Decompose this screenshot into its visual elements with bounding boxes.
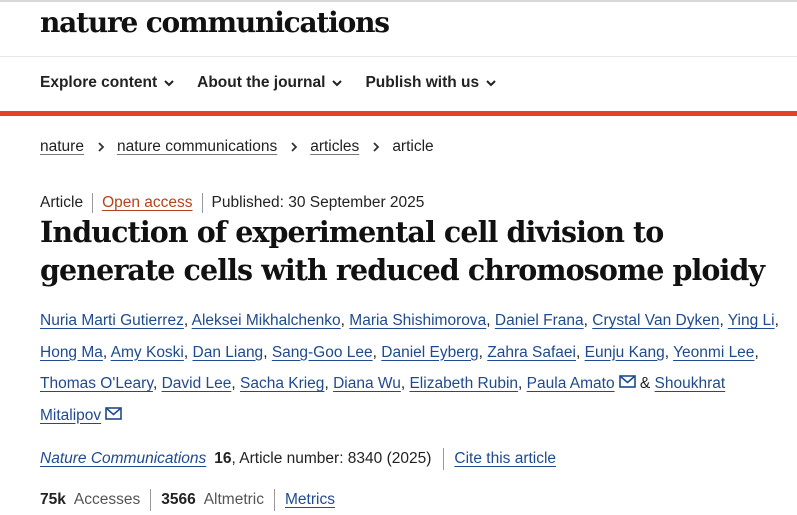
article-title: Induction of experimental cell division … [40, 215, 765, 287]
author-link[interactable]: Shoukhrat Mitalipov [40, 375, 726, 424]
author-link[interactable]: Dan Liang [192, 343, 264, 361]
article-number: , Article number: 8340 (2025) [231, 450, 432, 467]
author-separator: , [183, 343, 193, 361]
envelope-icon[interactable] [618, 375, 636, 388]
article-meta: Article Open access Published: 30 Septem… [40, 193, 424, 213]
author-list: Nuria Marti Gutierrez, Aleksei Mikhalche… [40, 305, 790, 431]
main-nav: Explore content About the journal Publis… [40, 74, 519, 92]
chevron-right-icon [373, 142, 380, 152]
accesses-count: 75k [40, 491, 66, 508]
breadcrumb-articles[interactable]: articles [310, 138, 360, 155]
citation-line: Nature Communications 16 , Article numbe… [40, 448, 556, 470]
author-separator: , [340, 312, 350, 329]
nav-explore-content-label: Explore content [40, 74, 158, 91]
author-separator: , [372, 343, 382, 361]
author-link[interactable]: Thomas O'Leary [40, 375, 153, 392]
stats-divider [150, 489, 152, 511]
chevron-down-icon [486, 80, 496, 87]
author-separator: , [774, 312, 779, 329]
chevron-right-icon [291, 142, 298, 152]
stats-divider [274, 489, 275, 511]
author-link[interactable]: Eunju Kang [584, 343, 665, 361]
author-link[interactable]: Yeonmi Lee [673, 343, 755, 361]
author-link[interactable]: Paula Amato [526, 375, 615, 392]
author-separator: , [583, 312, 593, 329]
journal-name-link[interactable]: Nature Communications [40, 450, 207, 467]
journal-volume: 16 [214, 450, 232, 467]
top-border [0, 0, 797, 2]
cite-this-article-link[interactable]: Cite this article [454, 450, 557, 467]
accent-rule [0, 111, 797, 116]
author-separator: , [263, 343, 272, 361]
author-link[interactable]: Aleksei Mikhalchenko [191, 312, 341, 329]
author-separator: , [478, 343, 488, 361]
author-separator: , [324, 375, 334, 392]
accesses-label: Accesses [73, 491, 141, 508]
author-link[interactable]: Daniel Frana [494, 312, 584, 329]
author-separator: , [754, 343, 759, 361]
meta-divider [92, 193, 94, 213]
author-separator: , [231, 375, 240, 392]
author-link[interactable]: Maria Shishimorova [349, 312, 487, 329]
chevron-down-icon [164, 80, 174, 87]
author-conjunction: & [635, 375, 655, 392]
author-separator: , [183, 312, 192, 329]
author-link[interactable]: Hong Ma [40, 343, 103, 361]
metrics-link[interactable]: Metrics [285, 491, 335, 508]
nav-about-journal-label: About the journal [197, 74, 326, 91]
author-link[interactable]: Crystal Van Dyken [592, 312, 720, 329]
envelope-icon[interactable] [105, 406, 122, 420]
author-link[interactable]: Zahra Safaei [487, 343, 576, 361]
author-separator: , [664, 343, 674, 361]
author-link[interactable]: Daniel Eyberg [381, 343, 479, 361]
published-date: Published: 30 September 2025 [211, 194, 425, 211]
altmetric-score: 3566 [161, 491, 196, 508]
author-link[interactable]: Amy Koski [110, 343, 184, 361]
breadcrumb-nature[interactable]: nature [40, 138, 84, 155]
author-separator: , [400, 375, 410, 392]
nav-publish-with-us-label: Publish with us [365, 74, 480, 91]
nav-publish-with-us[interactable]: Publish with us [365, 74, 497, 92]
author-separator: , [486, 312, 495, 329]
author-link[interactable]: Nuria Marti Gutierrez [40, 312, 184, 329]
header-divider [0, 56, 797, 57]
author-link[interactable]: David Lee [161, 375, 232, 392]
author-separator: , [102, 343, 111, 361]
altmetric-label: Altmetric [203, 491, 264, 508]
author-separator: , [152, 375, 162, 392]
meta-divider [201, 193, 203, 213]
author-separator: , [576, 343, 585, 361]
author-link[interactable]: Elizabeth Rubin [409, 375, 519, 392]
nav-about-journal[interactable]: About the journal [197, 74, 343, 92]
author-link[interactable]: Ying Li [727, 312, 775, 329]
citation-divider [443, 448, 445, 470]
author-separator: , [518, 375, 527, 392]
article-stats: 75k Accesses 3566 Altmetric Metrics [40, 489, 335, 511]
author-link[interactable]: Diana Wu [333, 375, 401, 392]
author-separator: , [719, 312, 728, 329]
open-access-link[interactable]: Open access [102, 194, 193, 211]
author-link[interactable]: Sang-Goo Lee [271, 343, 373, 361]
breadcrumb-current: article [392, 138, 434, 155]
author-link[interactable]: Sacha Krieg [239, 375, 325, 392]
breadcrumb: nature nature communications articles ar… [40, 138, 434, 156]
chevron-down-icon [332, 80, 343, 87]
breadcrumb-nature-communications[interactable]: nature communications [116, 138, 278, 155]
journal-logo[interactable]: nature communications [40, 6, 390, 39]
nav-explore-content[interactable]: Explore content [40, 74, 175, 92]
article-type: Article [40, 194, 84, 211]
chevron-right-icon [98, 142, 105, 152]
